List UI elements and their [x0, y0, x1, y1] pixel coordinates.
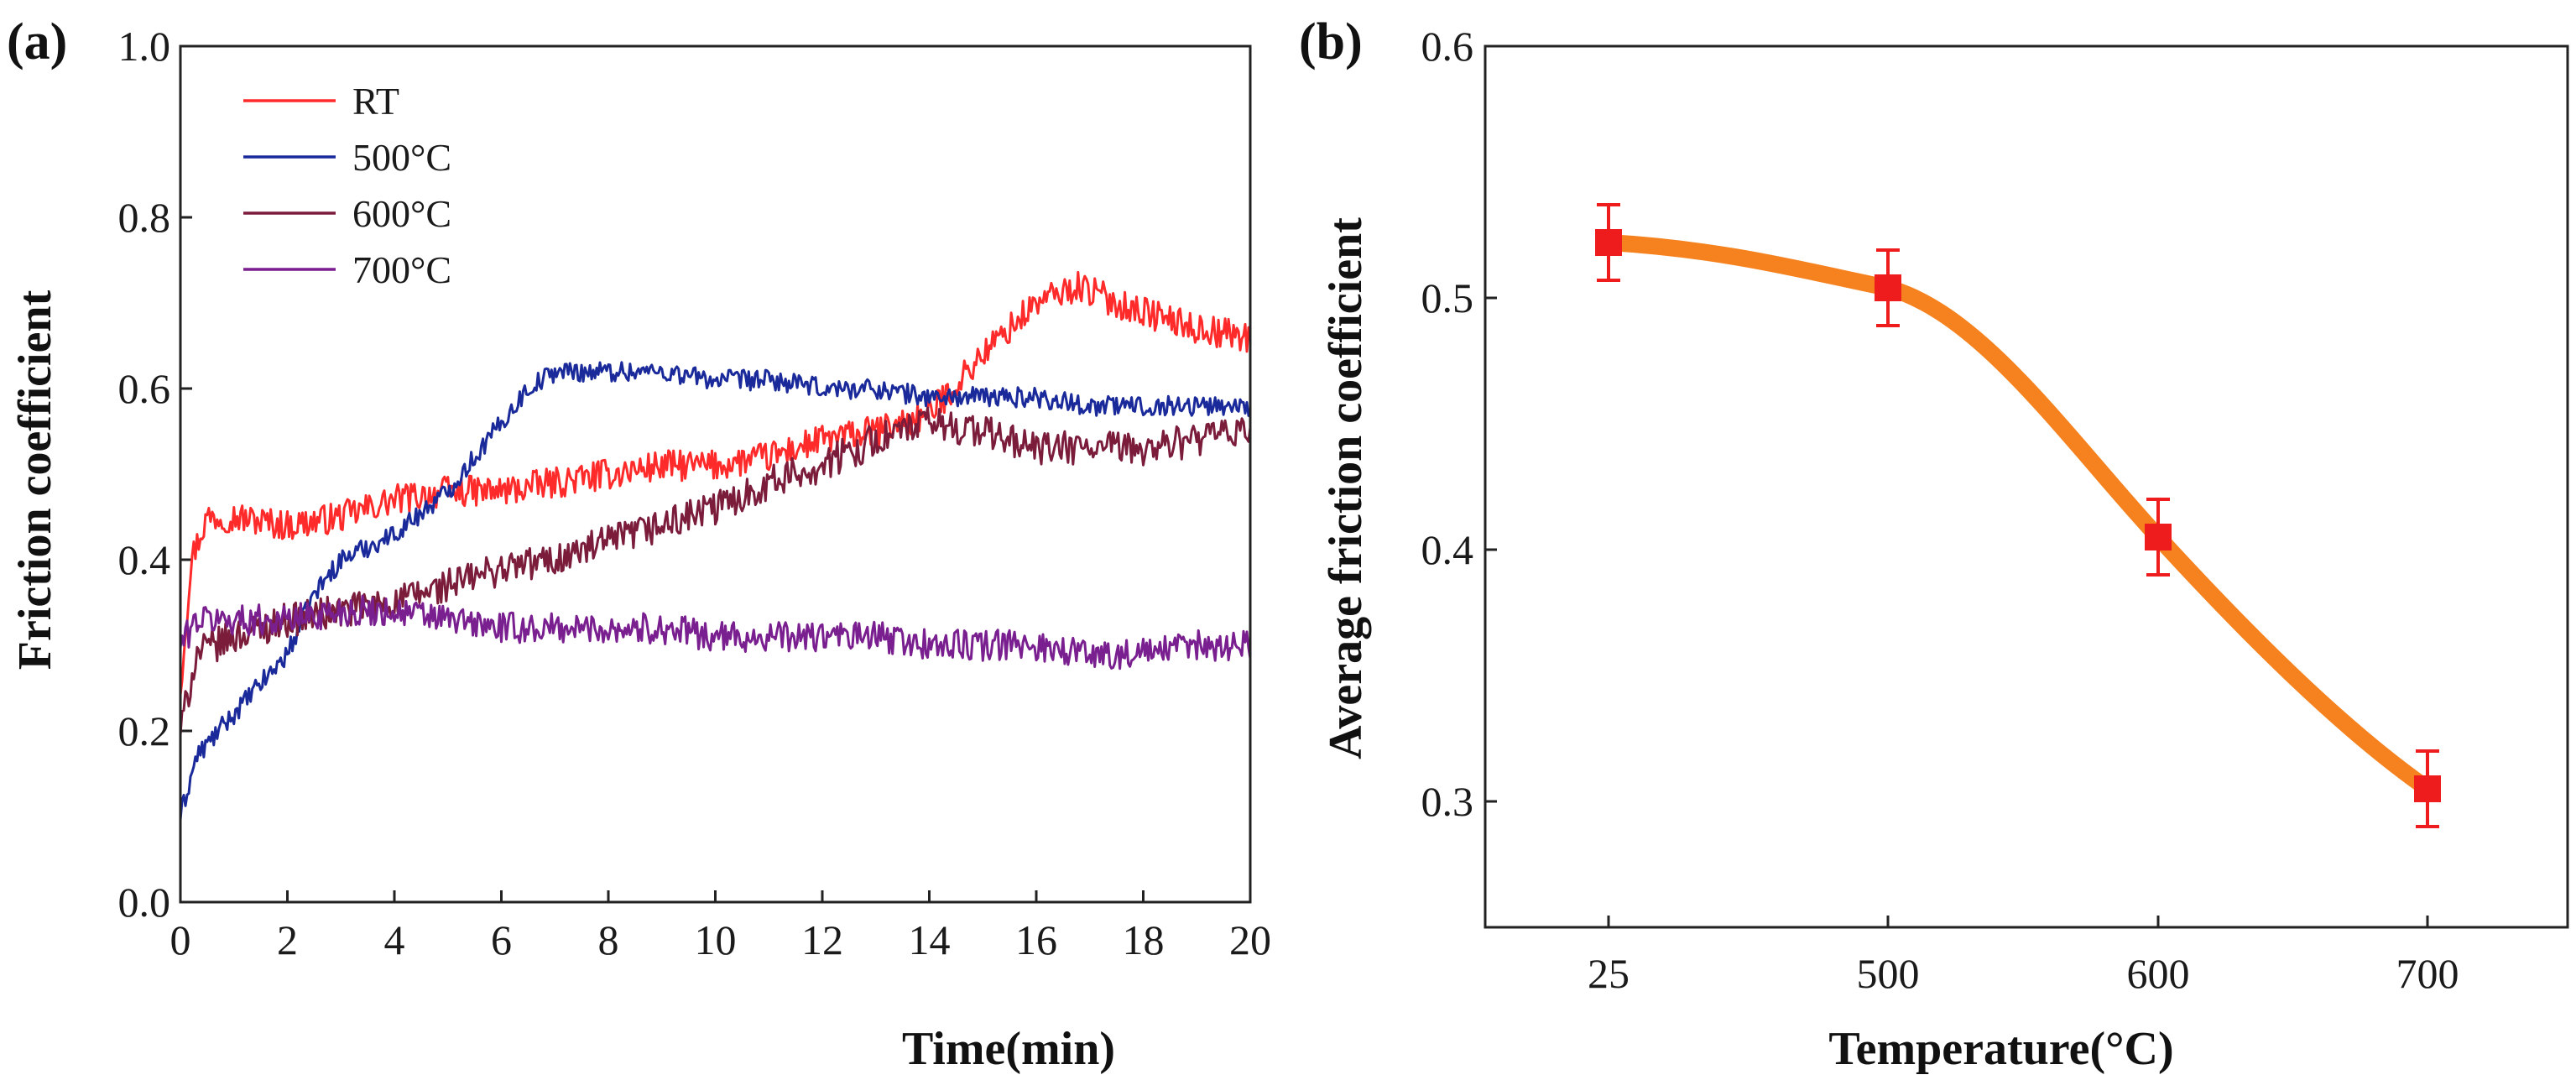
data-point-500 [1875, 248, 1901, 327]
panel-a-x-tick-label: 20 [1229, 916, 1271, 963]
panel-a-y-tick-label: 0.2 [118, 707, 171, 754]
panel-b-y-tick-label: 0.3 [1421, 778, 1474, 825]
panel-a-x-tick-label: 6 [491, 916, 512, 963]
panel-a-y-axis-title: Friction coefficient [9, 290, 61, 670]
panel-b-x-tick-label: 700 [2396, 950, 2459, 997]
square-marker [2414, 775, 2441, 802]
data-point-600 [2145, 498, 2172, 577]
panel-a-y-tick-label: 0.6 [118, 365, 171, 412]
panel-a-x-tick-label: 10 [695, 916, 737, 963]
panel-b-x-tick-label: 25 [1588, 950, 1630, 997]
panel-a: (a) Time(min) Friction coefficient 0 2 4 6 8… [7, 13, 1271, 1075]
panel-a-legend: RT 500°C 600°C 700°C [243, 80, 451, 291]
square-marker [2145, 524, 2172, 550]
series-line-700-c [179, 594, 1252, 670]
square-marker [1595, 229, 1622, 256]
panel-a-x-tick-label: 18 [1123, 916, 1165, 963]
series-line-600-c [179, 406, 1252, 736]
panel-a-y-tick-label: 0.4 [118, 536, 171, 583]
series-line-rt [179, 270, 1252, 696]
panel-a-x-axis-title: Time(min) [902, 1023, 1115, 1075]
panel-b-x-tick-label: 500 [1857, 950, 1920, 997]
panel-a-y-tick-label: 1.0 [118, 23, 171, 70]
panel-b-y-tick-label: 0.5 [1421, 274, 1474, 321]
panel-b-y-tick-label: 0.4 [1421, 526, 1474, 573]
panel-a-x-tick-label: 12 [801, 916, 843, 963]
fit-curve [1600, 234, 2436, 797]
panel-a-x-tick-label: 4 [384, 916, 405, 963]
square-marker [1875, 274, 1901, 301]
data-point-700 [2414, 749, 2441, 828]
panel-a-label: (a) [7, 13, 67, 70]
panel-a-y-tick-label: 0.8 [118, 194, 171, 241]
legend-label-500c: 500°C [352, 136, 451, 179]
panel-b-x-axis-title: Temperature(°C) [1828, 1023, 2173, 1075]
panel-b: (b) Temperature(°C) Average friction coe… [1299, 13, 2569, 1075]
panel-a-x-tick-label: 16 [1015, 916, 1057, 963]
panel-a-plot-frame [179, 44, 1252, 904]
panel-a-x-tick-label: 8 [598, 916, 619, 963]
panel-b-x-tick-label: 600 [2127, 950, 2190, 997]
legend-label-700c: 700°C [352, 248, 451, 291]
panel-a-x-tick-label: 0 [170, 916, 191, 963]
legend-label-600c: 600°C [352, 192, 451, 235]
panel-b-plot-frame [1484, 44, 2569, 929]
legend-label-rt: RT [352, 80, 399, 123]
panel-a-y-tick-label: 0.0 [118, 879, 171, 926]
series-line-500-c [179, 361, 1252, 821]
panel-a-x-tick-label: 14 [909, 916, 951, 963]
panel-b-y-tick-label: 0.6 [1421, 23, 1474, 70]
panel-b-label: (b) [1299, 13, 1363, 70]
panel-a-x-tick-label: 2 [277, 916, 298, 963]
panel-b-y-axis-title: Average friction coefficient [1320, 217, 1372, 759]
data-point-25 [1595, 203, 1622, 282]
